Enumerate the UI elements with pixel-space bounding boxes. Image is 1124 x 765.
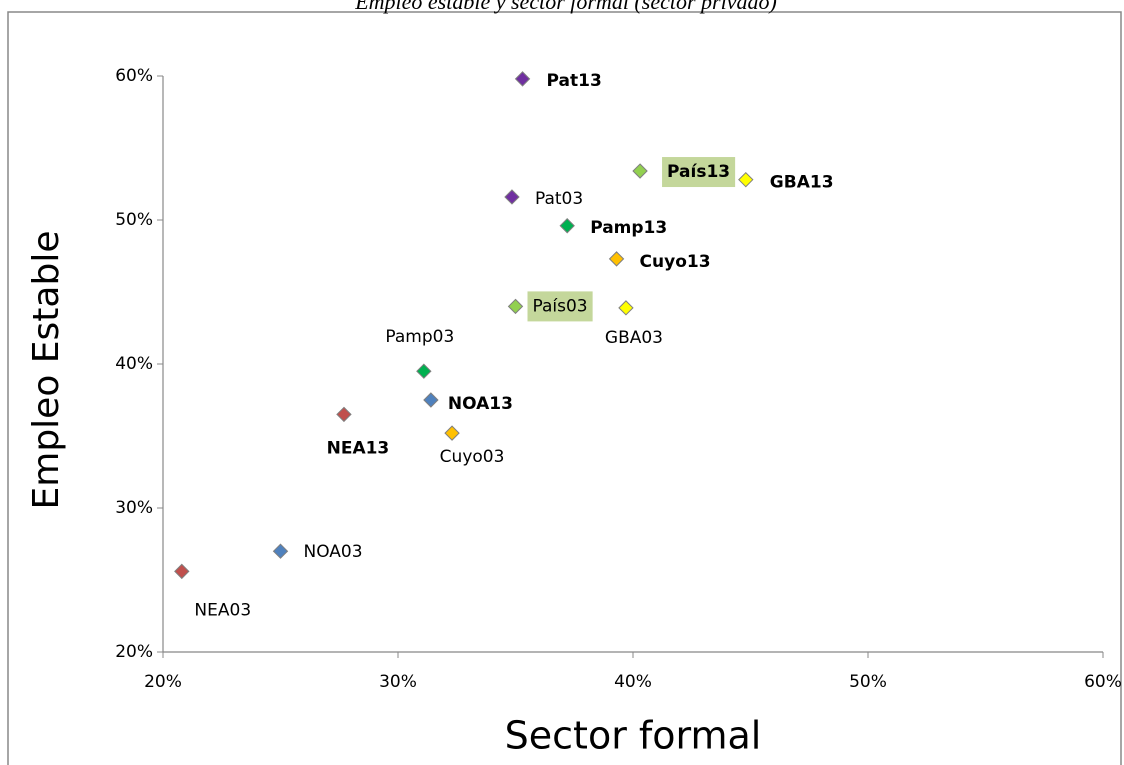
data-label: NOA13 — [448, 394, 513, 414]
data-label: País03 — [533, 296, 588, 316]
point — [618, 300, 634, 316]
point — [738, 171, 754, 188]
y-tick-label: 50% — [115, 210, 153, 230]
y-tick-label: 20% — [115, 642, 153, 662]
point — [174, 563, 190, 580]
label-highlight — [662, 157, 736, 188]
chart-frame — [7, 11, 1122, 765]
x-axis-title: Sector formal — [505, 714, 762, 758]
y-tick-label: 30% — [115, 498, 153, 518]
data-label: País13 — [667, 162, 730, 182]
data-label: Pamp03 — [385, 327, 454, 347]
x-tick-label: 30% — [379, 672, 417, 692]
data-label: NOA03 — [304, 542, 363, 562]
point — [514, 71, 531, 87]
data-label: GBA03 — [605, 328, 663, 348]
data-label: Pamp13 — [590, 218, 667, 238]
point — [444, 425, 460, 441]
data-label: NEA13 — [327, 438, 390, 458]
y-axis-title: Empleo Estable — [26, 231, 67, 510]
data-label: GBA13 — [770, 173, 834, 193]
point — [632, 163, 648, 179]
data-label: Pat13 — [547, 71, 602, 91]
x-tick-label: 20% — [144, 672, 182, 692]
data-label: Cuyo13 — [640, 252, 711, 272]
x-tick-label: 60% — [1084, 672, 1122, 692]
point — [416, 363, 432, 379]
x-tick-label: 50% — [849, 672, 887, 692]
point — [507, 298, 524, 315]
point — [559, 218, 575, 234]
x-tick-label: 40% — [614, 672, 652, 692]
chart-title: Empleo estable y sector formal (sector p… — [354, 0, 777, 14]
y-tick-label: 60% — [115, 66, 153, 86]
data-label: Cuyo03 — [440, 447, 505, 467]
point — [423, 392, 439, 408]
label-highlight — [527, 291, 593, 322]
point — [336, 406, 352, 423]
data-label: Pat03 — [535, 189, 583, 209]
point — [272, 543, 289, 559]
point — [608, 251, 625, 267]
point — [504, 189, 520, 205]
y-tick-label: 40% — [115, 354, 153, 374]
data-label: NEA03 — [194, 600, 251, 620]
